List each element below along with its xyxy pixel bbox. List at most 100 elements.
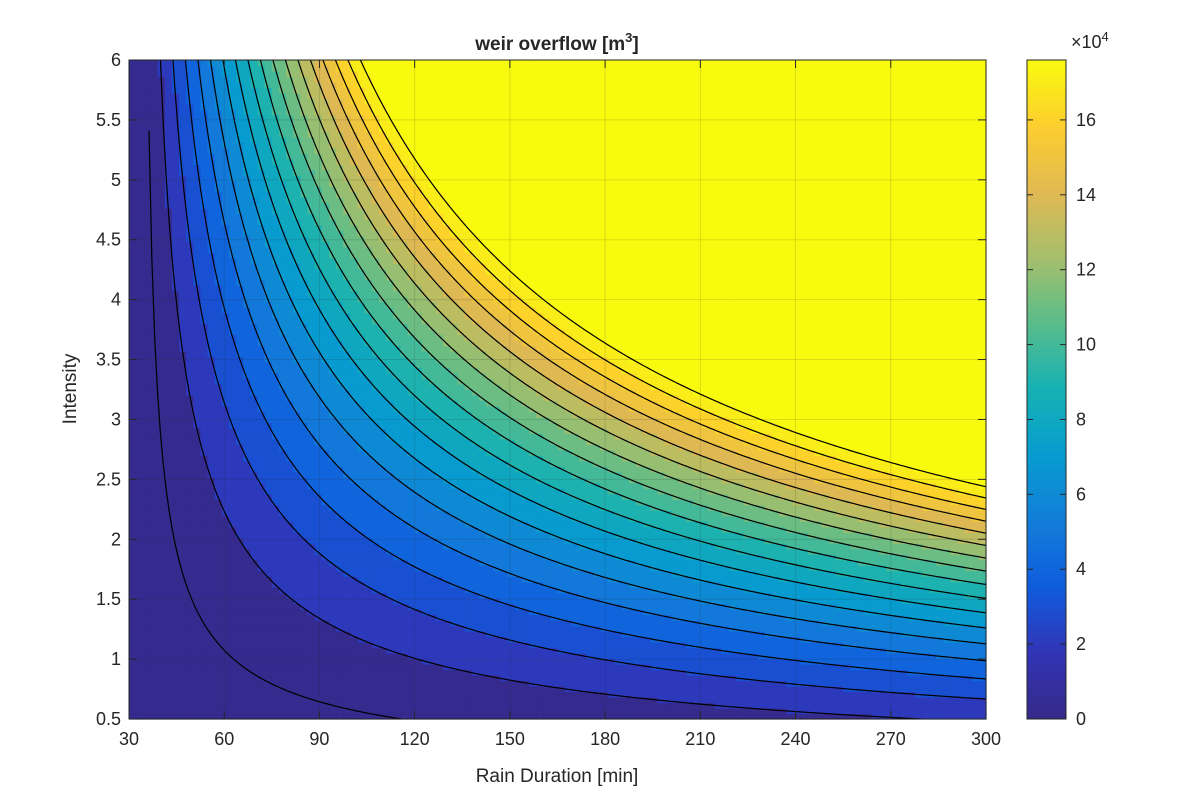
contour-fill-cell: [250, 312, 259, 319]
contour-fill-cell: [150, 367, 159, 374]
contour-fill-cell: [257, 713, 266, 720]
contour-fill-cell: [271, 76, 280, 83]
contour-fill-cell: [193, 488, 202, 495]
contour-fill-cell: [164, 114, 173, 122]
contour-fill-cell: [200, 559, 209, 566]
contour-fill-cell: [178, 136, 187, 143]
contour-fill-cell: [178, 213, 187, 220]
contour-fill-cell: [193, 532, 202, 539]
contour-fill-cell: [407, 268, 416, 275]
contour-fill-cell: [129, 455, 137, 462]
contour-fill-cell: [386, 180, 394, 187]
contour-fill-cell: [300, 625, 309, 632]
contour-fill-cell: [328, 373, 337, 380]
contour-fill-cell: [143, 219, 152, 226]
contour-fill-cell: [264, 378, 273, 385]
contour-fill-cell: [178, 329, 187, 336]
contour-fill-cell: [129, 581, 137, 588]
contour-fill-cell: [214, 307, 223, 314]
contour-fill-cell: [293, 191, 301, 198]
contour-fill-cell: [157, 109, 166, 116]
contour-fill-cell: [357, 515, 366, 522]
contour-fill-cell: [150, 642, 159, 649]
contour-fill-cell: [300, 389, 309, 396]
contour-fill-cell: [143, 290, 152, 297]
contour-fill-cell: [271, 252, 280, 259]
contour-fill-cell: [236, 60, 244, 67]
contour-fill-cell: [400, 570, 409, 577]
contour-fill-cell: [393, 197, 401, 204]
contour-fill-cell: [400, 405, 409, 413]
contour-fill-cell: [150, 482, 159, 489]
contour-fill-cell: [300, 499, 309, 506]
contour-fill-cell: [357, 669, 366, 676]
contour-fill-cell: [200, 416, 209, 424]
contour-fill-cell: [328, 208, 337, 215]
contour-fill-cell: [414, 620, 423, 627]
contour-fill-cell: [314, 373, 323, 380]
contour-fill-cell: [257, 548, 266, 555]
contour-fill-cell: [357, 257, 366, 264]
contour-fill-cell: [186, 136, 194, 143]
contour-fill-cell: [250, 526, 259, 533]
contour-fill-cell: [357, 394, 366, 402]
contour-fill-cell: [314, 92, 323, 100]
contour-fill-cell: [286, 219, 294, 226]
contour-fill-cell: [400, 87, 409, 94]
contour-fill-cell: [257, 438, 266, 446]
contour-fill-cell: [336, 362, 344, 369]
contour-fill-cell: [371, 367, 380, 374]
contour-fill-cell: [150, 136, 159, 143]
contour-fill-cell: [257, 120, 266, 127]
contour-fill-cell: [264, 603, 273, 610]
contour-fill-cell: [386, 230, 394, 237]
contour-fill-cell: [400, 186, 409, 193]
contour-fill-cell: [264, 636, 273, 643]
contour-fill-cell: [321, 433, 330, 440]
contour-fill-cell: [328, 279, 337, 286]
contour-fill-cell: [407, 279, 416, 286]
contour-fill-cell: [250, 142, 259, 149]
contour-fill-cell: [200, 625, 209, 632]
contour-fill-cell: [193, 252, 202, 259]
contour-fill-cell: [314, 230, 323, 237]
contour-fill-cell: [421, 356, 430, 363]
contour-fill-cell: [393, 477, 401, 484]
contour-fill-cell: [243, 587, 252, 594]
contour-fill-cell: [221, 647, 230, 654]
contour-fill-cell: [257, 114, 266, 122]
contour-fill-cell: [221, 598, 230, 605]
contour-fill-cell: [214, 158, 223, 165]
contour-fill-cell: [278, 164, 287, 171]
contour-fill-cell: [407, 180, 416, 187]
contour-fill-cell: [193, 307, 202, 314]
contour-fill-layer: [129, 60, 987, 720]
contour-fill-cell: [129, 664, 137, 671]
contour-fill-cell: [328, 400, 337, 407]
contour-fill-cell: [364, 235, 373, 242]
contour-fill-cell: [264, 224, 273, 231]
contour-fill-cell: [307, 427, 316, 435]
contour-fill-cell: [250, 543, 259, 550]
contour-fill-cell: [364, 482, 373, 489]
contour-fill-cell: [300, 587, 309, 594]
contour-fill-cell: [250, 235, 259, 242]
contour-fill-cell: [364, 384, 373, 391]
contour-fill-cell: [186, 482, 194, 489]
contour-fill-cell: [314, 581, 323, 588]
contour-fill-cell: [214, 565, 223, 572]
contour-fill-cell: [264, 367, 273, 374]
contour-fill-cell: [357, 92, 366, 100]
contour-fill-cell: [407, 438, 416, 446]
contour-fill-cell: [378, 81, 387, 89]
contour-fill-cell: [250, 653, 259, 660]
contour-fill-cell: [307, 307, 316, 314]
contour-fill-cell: [300, 120, 309, 127]
contour-fill-cell: [393, 675, 401, 682]
contour-fill-cell: [350, 449, 359, 456]
contour-fill-cell: [407, 669, 416, 676]
contour-fill-cell: [307, 279, 316, 286]
contour-fill-cell: [129, 241, 137, 248]
contour-fill-cell: [236, 340, 244, 347]
contour-fill-cell: [400, 158, 409, 165]
